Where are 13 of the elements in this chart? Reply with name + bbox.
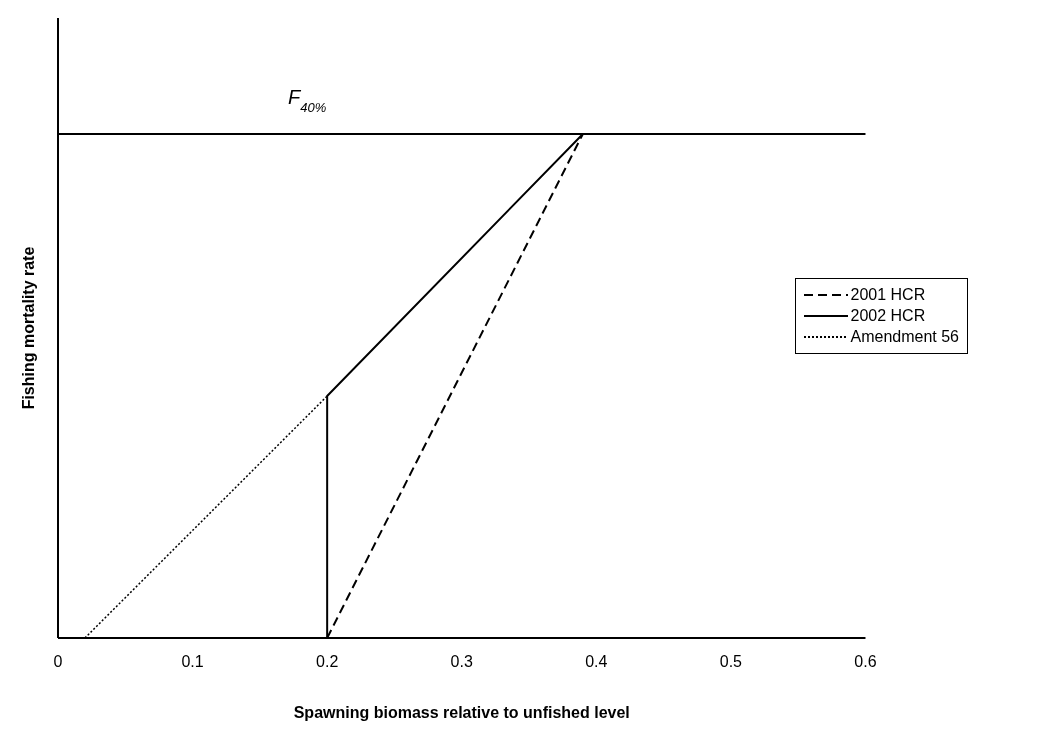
legend-label: 2002 HCR [850,307,926,325]
y-axis-title: Fishing mortality rate [19,246,37,410]
legend-label: 2001 HCR [850,286,926,304]
x-tick-label: 0.2 [316,653,339,671]
x-tick-label: 0.6 [854,653,877,671]
ref-line-label: F$_{40%}$ [288,85,327,115]
x-tick-label: 0.3 [450,653,473,671]
x-tick-label: 0.5 [719,653,743,671]
x-tick-label: 0.1 [181,653,204,671]
legend-label: Amendment 56 [850,328,959,346]
x-axis-title: Spawning biomass relative to unfished level [293,704,630,721]
x-tick-label: 0.4 [585,653,608,671]
x-tick-label: 0 [53,653,63,671]
